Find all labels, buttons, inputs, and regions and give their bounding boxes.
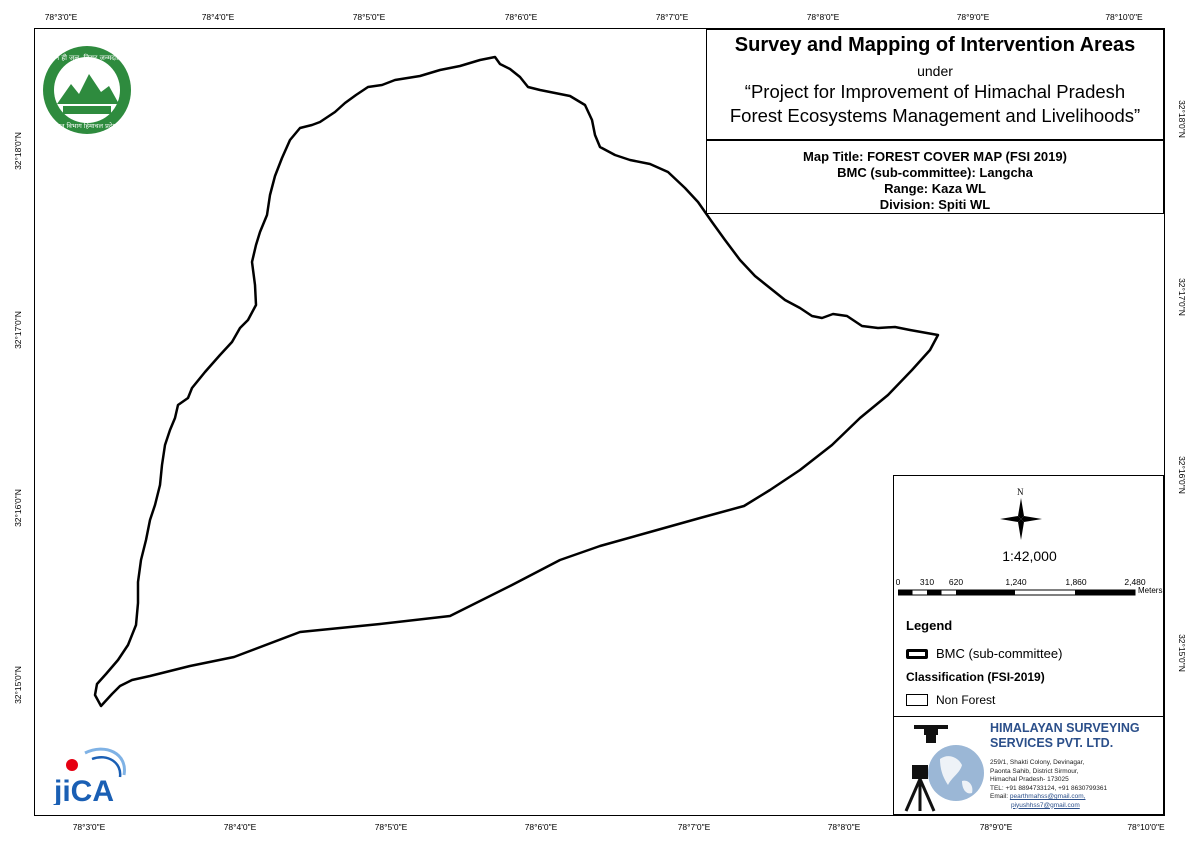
company-block: HIMALAYAN SURVEYING SERVICES PVT. LTD. 2…	[894, 716, 1165, 816]
bottom-tick-label: 78°10'0"E	[1127, 822, 1165, 832]
company-address: 259/1, Shakti Colony, Devinagar, Paonta …	[990, 759, 1107, 810]
range-text: Range: Kaza WL	[884, 181, 986, 196]
scale-bar-label: 310	[919, 577, 935, 587]
forest-department-logo: वन ही जल, विराट जन्मदाता वन विभाग हिमाचल…	[41, 44, 133, 136]
scale-bar-label: 620	[948, 577, 964, 587]
scale-bar	[898, 589, 1136, 596]
forest-logo-top-text: वन ही जल, विराट जन्मदाता	[51, 53, 122, 62]
company-name-line1: HIMALAYAN SURVEYING	[990, 721, 1140, 735]
map-title-text: Map Title: FOREST COVER MAP (FSI 2019)	[803, 149, 1067, 164]
legend-item-non-forest: Non Forest	[906, 693, 995, 707]
division-text: Division: Spiti WL	[879, 197, 991, 212]
title-block: Survey and Mapping of Intervention Areas…	[706, 29, 1164, 140]
survey-equipment-logo	[904, 725, 984, 812]
forest-logo-bottom-text: वन विभाग हिमाचल प्रदेश	[57, 122, 117, 130]
bottom-tick-label: 78°9'0"E	[979, 822, 1013, 832]
bmc-boundary	[93, 55, 940, 708]
top-tick-label: 78°3'0"E	[44, 12, 78, 22]
company-name-line2: SERVICES PVT. LTD.	[990, 736, 1114, 750]
top-tick-label: 78°5'0"E	[352, 12, 386, 22]
bottom-tick-label: 78°8'0"E	[827, 822, 861, 832]
email-link[interactable]: pearthmahss@gmail.com,	[1009, 793, 1086, 800]
bottom-tick-label: 78°4'0"E	[223, 822, 257, 832]
company-name: HIMALAYAN SURVEYING SERVICES PVT. LTD.	[990, 721, 1140, 751]
bmc-swatch	[906, 648, 928, 659]
title-under: under	[917, 63, 953, 79]
top-tick-label: 78°9'0"E	[956, 12, 990, 22]
north-arrow-icon	[1000, 498, 1042, 540]
address-line: Paonta Sahib, District Sirmour,	[990, 767, 1079, 775]
map-frame	[34, 28, 1165, 816]
bottom-tick-label: 78°7'0"E	[677, 822, 711, 832]
bottom-tick-label: 78°5'0"E	[374, 822, 408, 832]
project-title-line2: Forest Ecosystems Management and Livelih…	[729, 105, 1141, 126]
bmc-text: BMC (sub-committee): Langcha	[837, 165, 1033, 180]
top-tick-label: 78°4'0"E	[201, 12, 235, 22]
jica-logo: jiCA	[50, 745, 130, 808]
project-title-line1: “Project for Improvement of Himachal Pra…	[744, 81, 1126, 102]
classification-title: Classification (FSI-2019)	[906, 670, 1045, 684]
scale-unit: Meters	[1138, 586, 1163, 595]
map-info-block: Map Title: FOREST COVER MAP (FSI 2019) B…	[706, 140, 1164, 214]
non-forest-legend-label: Non Forest	[936, 693, 996, 707]
non-forest-swatch	[906, 694, 928, 706]
legend-title: Legend	[906, 618, 953, 633]
email-link[interactable]: piyushhss7@gmail.com	[1011, 801, 1080, 809]
top-tick-label: 78°6'0"E	[504, 12, 538, 22]
north-label: N	[1017, 487, 1024, 497]
jica-logo-text: jiCA	[53, 775, 114, 805]
bottom-tick-label: 78°6'0"E	[524, 822, 558, 832]
scale-bar-label: 0	[895, 577, 901, 587]
company-tel: TEL: +91 8894733124, +91 8630799361	[990, 784, 1108, 792]
bottom-tick-label: 78°3'0"E	[72, 822, 106, 832]
scale-bar-label: 1,240	[1005, 577, 1027, 587]
email-label: Email:	[990, 793, 1010, 800]
top-tick-label: 78°8'0"E	[806, 12, 840, 22]
top-tick-label: 78°10'0"E	[1105, 12, 1143, 22]
address-line: Himachal Pradesh- 173025	[990, 776, 1069, 783]
bmc-legend-label: BMC (sub-committee)	[936, 646, 1063, 661]
scale-bar-label: 1,860	[1065, 577, 1087, 587]
legend-panel: N 1:42,000 0 310 620 1,240 1,860 2,480 M…	[893, 475, 1165, 816]
scale-ratio: 1:42,000	[1002, 548, 1057, 564]
top-tick-label: 78°7'0"E	[655, 12, 689, 22]
scale-bar-label: 2,480	[1124, 577, 1146, 587]
map-main-title: Survey and Mapping of Intervention Areas	[734, 34, 1136, 56]
address-line: 259/1, Shakti Colony, Devinagar,	[990, 759, 1085, 766]
legend-item-bmc: BMC (sub-committee)	[906, 646, 1062, 661]
